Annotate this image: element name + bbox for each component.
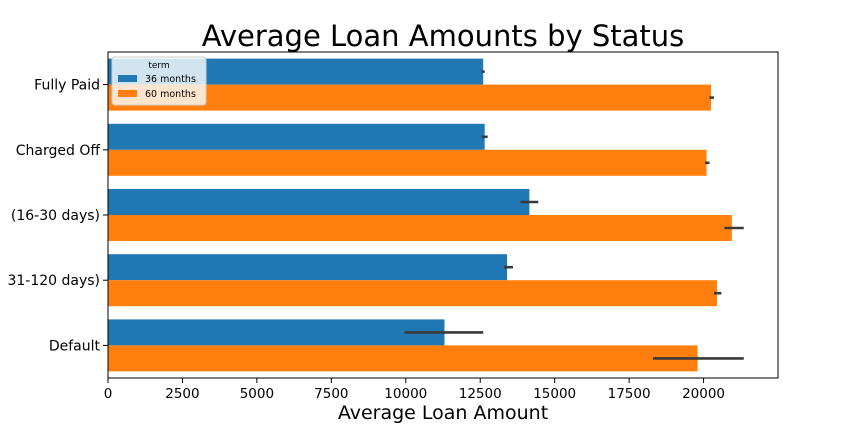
bar xyxy=(108,345,698,372)
x-tick-label: 12500 xyxy=(459,386,502,402)
y-tick-label: Fully Paid xyxy=(34,78,100,94)
legend: term 36 months 60 months xyxy=(111,56,207,106)
x-axis-ticks: 0 2500 5000 7500 10000 12500 15000 17500 20000 xyxy=(104,378,725,402)
y-tick-label: (16-30 days) xyxy=(11,208,100,224)
x-axis-label: Average Loan Amount xyxy=(338,402,548,424)
legend-swatch xyxy=(118,75,137,82)
y-tick-label: Charged Off xyxy=(16,143,101,159)
x-tick-label: 17500 xyxy=(608,386,651,402)
bar xyxy=(108,149,707,176)
y-axis-ticks: Fully Paid Charged Off (16-30 days) 31-120 … xyxy=(7,78,108,354)
y-tick-label: Default xyxy=(49,338,101,354)
legend-title: term xyxy=(148,61,169,71)
x-tick-label: 2500 xyxy=(165,386,199,402)
x-tick-label: 5000 xyxy=(240,386,274,402)
chart-title: Average Loan Amounts by Status xyxy=(202,19,685,53)
y-tick-label: 31-120 days) xyxy=(7,273,100,289)
bar xyxy=(108,84,711,111)
error-bars-layer xyxy=(404,70,744,360)
legend-label: 36 months xyxy=(145,74,196,85)
legend-label: 60 months xyxy=(145,89,196,100)
bar xyxy=(108,319,445,346)
x-tick-label: 10000 xyxy=(384,386,427,402)
legend-swatch xyxy=(118,90,137,97)
x-tick-label: 15000 xyxy=(533,386,576,402)
x-tick-label: 7500 xyxy=(314,386,348,402)
bar xyxy=(108,215,732,241)
x-tick-label: 20000 xyxy=(682,386,725,402)
bar xyxy=(108,254,508,281)
x-tick-label: 0 xyxy=(104,386,113,402)
bars-layer xyxy=(108,58,732,372)
bar xyxy=(108,280,717,307)
bar xyxy=(108,123,485,150)
bar xyxy=(108,189,530,215)
